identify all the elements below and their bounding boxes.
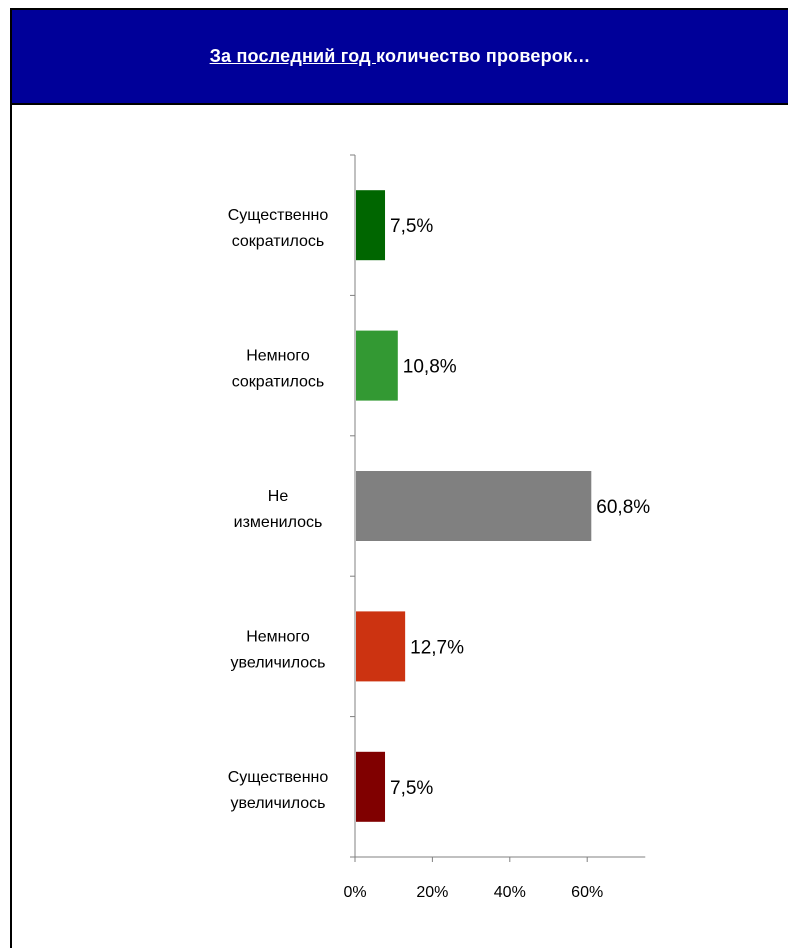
chart-bars bbox=[356, 190, 592, 822]
value-label: 7,5% bbox=[390, 778, 433, 799]
title-rest-part: количество проверок… bbox=[376, 46, 591, 66]
category-label: Не изменилось bbox=[234, 488, 323, 531]
bar bbox=[356, 751, 386, 822]
bar bbox=[356, 330, 398, 401]
bar bbox=[356, 190, 386, 261]
category-label: Существенно увеличилось bbox=[228, 769, 329, 812]
value-label: 7,5% bbox=[390, 216, 433, 237]
category-label: Немного сократилось bbox=[232, 348, 325, 391]
chart-axes bbox=[350, 154, 646, 862]
value-label: 10,8% bbox=[403, 357, 457, 378]
chart-title: За последний год количество проверок… bbox=[210, 46, 591, 67]
bar bbox=[356, 471, 592, 541]
value-label: 60,8% bbox=[596, 497, 650, 518]
value-label: 12,7% bbox=[410, 637, 464, 658]
category-label: Немного увеличилось bbox=[231, 628, 326, 671]
x-tick-label: 20% bbox=[416, 884, 448, 901]
x-tick-label: 0% bbox=[343, 884, 366, 901]
title-underlined-part: За последний год bbox=[209, 46, 376, 66]
bar bbox=[356, 611, 406, 682]
chart-labels: 0% 20% 40% 60% 7,5% Существенно сократилось 10,… bbox=[228, 207, 651, 901]
x-tick-label: 40% bbox=[494, 884, 526, 901]
chart-header: За последний год количество проверок… bbox=[12, 10, 788, 105]
x-tick-label: 60% bbox=[571, 884, 603, 901]
category-label: Существенно сократилось bbox=[228, 207, 329, 250]
